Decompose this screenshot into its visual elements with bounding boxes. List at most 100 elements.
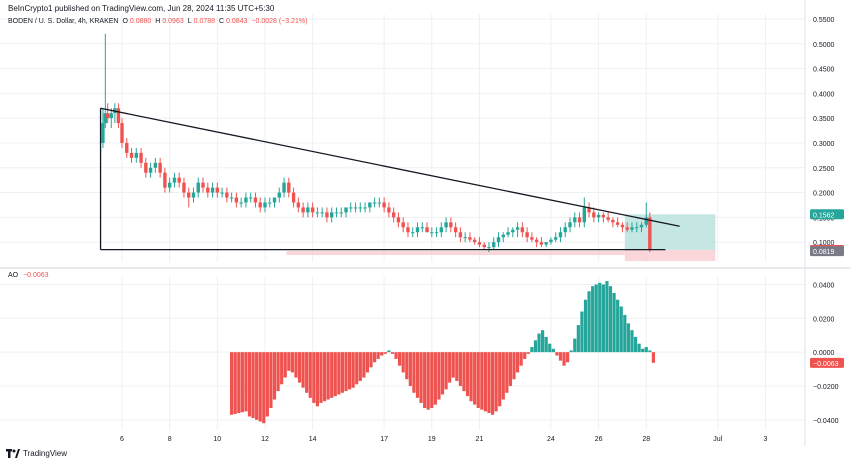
ao-bar	[319, 352, 323, 403]
candle-body	[563, 227, 567, 233]
candle-body	[244, 197, 248, 203]
candle-body	[587, 207, 591, 213]
ao-bar	[605, 281, 609, 353]
ao-bar	[247, 352, 252, 417]
tradingview-footer[interactable]: TradingView	[6, 449, 67, 458]
candle-body	[363, 207, 367, 209]
candle-body	[301, 207, 305, 213]
y-tick-label: 0.3000	[813, 141, 835, 148]
candle-body	[601, 214, 606, 218]
candle-body	[372, 202, 377, 204]
stop-zone	[286, 251, 625, 256]
candle-body	[525, 232, 529, 238]
candle-body	[635, 227, 639, 229]
ao-bar	[612, 292, 616, 353]
candle-body	[611, 219, 615, 223]
ao-bar	[641, 348, 645, 353]
candle-body	[320, 212, 324, 214]
ao-bar	[494, 352, 498, 412]
ao-bar	[483, 352, 488, 412]
ao-bar	[380, 352, 384, 356]
ao-bar	[444, 352, 448, 390]
ao-bar	[440, 352, 445, 395]
ao-bar	[419, 352, 423, 403]
ao-value: −0.0063	[23, 272, 49, 279]
candle-body	[272, 197, 277, 203]
low-key: L	[187, 18, 192, 25]
candle-body	[229, 197, 234, 199]
ao-bar	[315, 352, 320, 407]
candle-body	[144, 162, 148, 173]
candle-body	[582, 207, 587, 223]
ao-bar	[308, 352, 312, 398]
ao-bar	[351, 352, 355, 388]
published-caption: BeInCrypto1 published on TradingView.com…	[8, 4, 275, 13]
open-value: 0.0880	[129, 18, 152, 25]
ao-bar	[515, 352, 520, 373]
ao-bar	[448, 352, 452, 383]
candle-body	[109, 113, 113, 119]
ao-bar	[305, 352, 309, 393]
symbol-name: BODEN / U. S. Dollar, 4h, KRAKEN	[8, 18, 119, 25]
candle-body	[430, 232, 434, 234]
ao-bar	[637, 343, 641, 353]
candle-body	[220, 192, 224, 194]
ao-bar	[251, 352, 255, 419]
y-tick-label: 0.4500	[813, 67, 835, 74]
candle-body	[401, 222, 405, 228]
candle-body	[139, 152, 143, 163]
candle-body	[377, 202, 382, 204]
candle-body	[268, 202, 272, 204]
ao-bar	[426, 352, 430, 410]
ao-bar	[269, 352, 273, 408]
candle-body	[129, 152, 134, 158]
candle-body	[253, 197, 258, 203]
candle-body	[225, 192, 229, 198]
candle-body	[501, 234, 505, 238]
ao-bar	[255, 352, 259, 420]
x-tick-label: 17	[380, 436, 388, 443]
candle-body	[103, 113, 108, 124]
ao-bar	[451, 352, 455, 378]
candle-body	[420, 227, 424, 229]
x-tick-label: 12	[261, 436, 269, 443]
ao-bar	[401, 352, 405, 373]
change-value: −0.0028 (−3.21%)	[251, 18, 308, 25]
candle-body	[558, 232, 563, 238]
ao-bar	[394, 352, 398, 359]
ao-bar	[530, 347, 534, 353]
candle-body	[120, 123, 124, 143]
ao-bar	[297, 352, 302, 383]
tradingview-logo-icon	[6, 449, 20, 458]
candle-body	[182, 182, 186, 193]
ao-value-text: −0.0063	[813, 361, 839, 368]
candle-body	[263, 202, 267, 208]
candle-body	[172, 177, 177, 183]
ao-bar	[540, 330, 545, 353]
candle-body	[449, 222, 453, 228]
ao-bar	[465, 352, 470, 397]
candle-body	[368, 202, 372, 208]
candle-body	[315, 212, 320, 214]
ao-bar	[290, 352, 294, 373]
y-tick-label: 0.1000	[813, 240, 835, 247]
ao-bar	[358, 352, 362, 381]
ao-bar	[562, 352, 566, 366]
candle-body	[163, 172, 167, 188]
ao-bar	[262, 352, 266, 424]
ao-legend[interactable]: AO −0.0063	[8, 272, 49, 279]
candle-body	[177, 177, 181, 183]
candle-body	[606, 217, 610, 220]
ao-bar	[558, 352, 563, 361]
ao-bar	[337, 352, 341, 395]
symbol-legend[interactable]: BODEN / U. S. Dollar, 4h, KRAKEN O 0.0880…	[8, 18, 309, 25]
ao-bar	[633, 336, 638, 353]
ao-bar	[258, 352, 262, 422]
candle-body	[334, 212, 339, 214]
ao-bar	[501, 352, 505, 400]
ao-bar	[283, 352, 287, 378]
candle-body	[411, 232, 415, 234]
ao-bar	[276, 352, 280, 392]
ao-bar	[272, 352, 277, 400]
ao-bar	[287, 352, 291, 371]
